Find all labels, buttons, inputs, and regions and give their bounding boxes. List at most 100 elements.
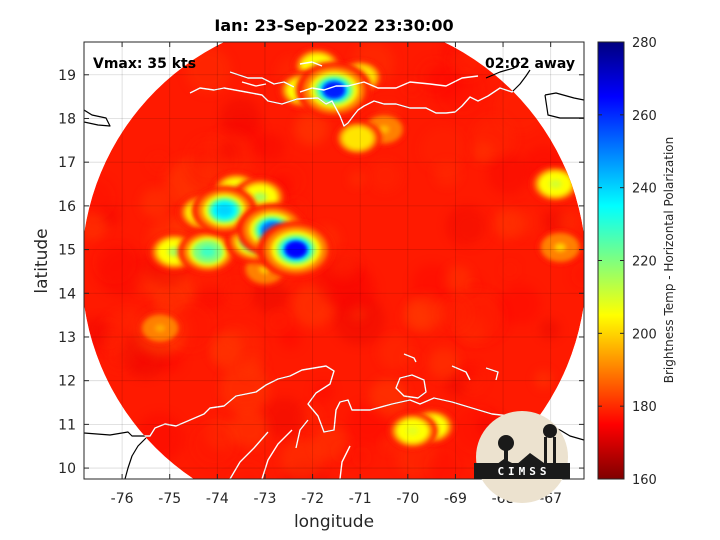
texture-blob: [330, 252, 358, 280]
texture-blob: [378, 335, 413, 369]
coast-bonaire-inner: [485, 367, 499, 381]
coast-jamaica-edge: [84, 109, 111, 127]
colorbar: [597, 41, 625, 480]
texture-blob: [403, 78, 421, 97]
texture-blob: [460, 362, 479, 382]
coast-hispaniola: [189, 69, 531, 127]
x-tick-label: -72: [301, 491, 324, 507]
colorbar-tick-label: 260: [632, 109, 657, 124]
y-tick-label: 17: [58, 155, 76, 171]
colorbar-ticks: 160 180 200 220 240 260 280: [598, 36, 657, 488]
texture-blob: [312, 381, 334, 402]
coast-south-america: [84, 365, 584, 441]
vmax-annotation: Vmax: 35 kts: [93, 56, 196, 72]
feature-core: [216, 204, 233, 217]
texture-blob: [369, 378, 408, 417]
coast-tortuga: [299, 61, 323, 67]
colorbar-tick-label: 240: [632, 182, 657, 197]
x-tick-label: -76: [111, 491, 134, 507]
feature-core: [285, 242, 307, 257]
texture-blob: [421, 126, 466, 172]
y-tick-label: 11: [58, 417, 76, 433]
x-tick-label: -70: [396, 491, 419, 507]
coast-curacao-inner: [451, 365, 471, 381]
grid-lines: [84, 42, 584, 479]
y-tick-label: 16: [58, 199, 76, 215]
texture-blob: [511, 208, 540, 237]
feature-core: [154, 324, 166, 332]
y-tick-label: 14: [58, 286, 76, 302]
texture-blob: [92, 240, 137, 285]
feature-core: [378, 125, 390, 134]
coast-samaria-outline: [485, 61, 521, 79]
texture-blob: [444, 265, 473, 294]
y-tick-label: 18: [58, 111, 76, 127]
texture-blob: [84, 176, 116, 222]
texture-blob: [185, 47, 232, 94]
texture-blob: [428, 347, 460, 379]
texture-blob: [220, 364, 270, 414]
texture-blob: [556, 210, 579, 233]
x-axis-ticks: -76 -75 -74 -73 -72 -71 -70 -69 -68 -67: [111, 42, 562, 507]
texture-blob: [279, 327, 302, 350]
y-tick-label: 12: [58, 374, 76, 390]
texture-blob: [192, 421, 238, 467]
texture-blob: [534, 370, 553, 389]
colorbar-tick-label: 220: [632, 255, 657, 270]
texture-blob: [140, 188, 171, 219]
coast-gonave: [241, 81, 267, 87]
colorbar-tick-label: 280: [632, 36, 657, 51]
coast-andes-inner: [229, 429, 293, 479]
texture-blob: [148, 153, 169, 173]
x-tick-label: -69: [444, 491, 467, 507]
x-tick-label: -75: [158, 491, 181, 507]
feature-core: [324, 82, 344, 98]
colorbar-tick-label: 160: [632, 473, 657, 488]
feature-core: [549, 179, 562, 189]
x-tick-label: -71: [349, 491, 372, 507]
y-tick-label: 15: [58, 243, 76, 259]
texture-blob: [351, 446, 372, 468]
time-away-annotation: 02:02 away: [485, 56, 575, 72]
texture-blob: [84, 211, 108, 241]
texture-blob: [133, 351, 153, 371]
texture-blob: [436, 296, 472, 332]
texture-blob: [256, 133, 286, 162]
texture-blob: [423, 447, 462, 479]
coast-cuba: [229, 71, 295, 88]
y-tick-label: 13: [58, 330, 76, 346]
texture-blob: [349, 170, 366, 187]
x-tick-label: -74: [206, 491, 229, 507]
coast-hispaniola-north: [299, 75, 479, 93]
chart-title: Ian: 23-Sep-2022 23:30:00: [214, 16, 453, 35]
colorbar-label: Brightness Temp - Horizontal Polarizatio…: [662, 137, 676, 384]
texture-blob: [499, 283, 541, 325]
texture-blob: [242, 355, 265, 378]
feature-core: [406, 426, 419, 436]
x-tick-label: -73: [254, 491, 277, 507]
coast-maracaibo-inner: [295, 419, 351, 479]
coast-paraguana-inner: [395, 374, 427, 399]
coastlines: [84, 61, 584, 479]
colorbar-tick-label: 180: [632, 400, 657, 415]
coast-puerto-rico: [544, 92, 584, 119]
cimss-logo: CIMSS: [474, 411, 570, 503]
texture-blob: [502, 261, 519, 278]
y-tick-label: 19: [58, 68, 76, 84]
x-axis-label: longitude: [294, 512, 374, 532]
texture-blob: [266, 308, 291, 334]
texture-blob: [229, 462, 265, 479]
texture-blob: [313, 426, 348, 460]
texture-blob: [197, 284, 224, 310]
texture-blob: [446, 205, 487, 246]
y-axis-label: latitude: [32, 228, 52, 293]
texture-blob: [539, 319, 560, 340]
texture-blob: [158, 290, 181, 313]
texture-blob: [487, 153, 529, 195]
feature-core: [554, 243, 566, 252]
logo-label: CIMSS: [497, 465, 550, 478]
texture-blob: [263, 397, 305, 439]
y-tick-label: 10: [58, 461, 76, 477]
coast-aruba-inner: [403, 353, 417, 363]
